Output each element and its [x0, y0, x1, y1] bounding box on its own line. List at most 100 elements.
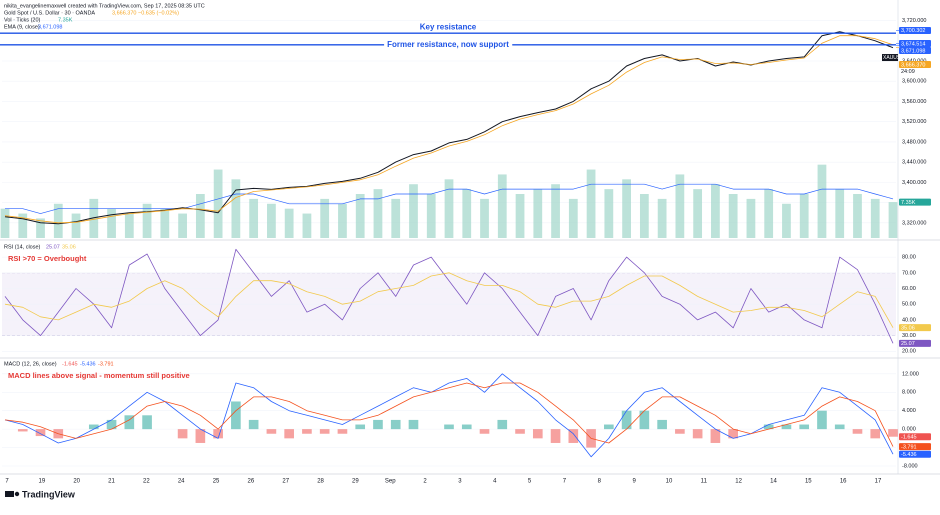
x-tick-label: 3: [458, 479, 462, 485]
volume-bar: [409, 184, 418, 238]
value-tag-label: -3.791: [901, 444, 917, 450]
volume-bar: [568, 198, 578, 238]
y-tick-label: 20.00: [902, 349, 916, 355]
x-tick-label: 17: [875, 479, 882, 485]
value-tag: [899, 339, 931, 347]
x-tick-label: 7: [5, 479, 9, 485]
volume-bar: [604, 189, 614, 238]
volume-bar: [71, 213, 81, 238]
volume-bar: [284, 208, 294, 238]
volume-bar: [444, 179, 454, 238]
value-tag: [899, 443, 931, 451]
histogram-bar: [497, 419, 508, 430]
value-tag-label: 3,700.302: [901, 28, 925, 34]
volume-bar: [355, 194, 365, 238]
value-tag: [899, 198, 931, 206]
y-tick-label: 0.000: [902, 427, 916, 433]
y-tick-label: 50.00: [902, 302, 916, 308]
value-tag-label: -1.645: [901, 434, 917, 440]
value-tag: [899, 324, 931, 332]
volume-bar: [657, 198, 667, 238]
value-tag-label: 3,674.514: [901, 41, 925, 47]
x-tick-label: 9: [632, 479, 636, 485]
macd-legend-value: -1.645: [62, 361, 78, 367]
y-tick-label: 3,520.000: [902, 119, 926, 125]
volume-bar: [746, 198, 756, 238]
volume-bar: [764, 189, 774, 238]
x-tick-label: 25: [213, 479, 220, 485]
volume-bar: [302, 213, 312, 238]
volume-bar: [622, 179, 631, 238]
x-tick-label: 24: [178, 479, 185, 485]
histogram-bar: [870, 429, 881, 439]
y-tick-label: 30.00: [902, 333, 916, 339]
histogram-bar: [17, 429, 28, 432]
histogram-bar: [461, 424, 472, 430]
x-tick-label: 16: [840, 479, 847, 485]
symbol-tag: [882, 54, 898, 62]
quote: 3,666.370 −0.635 (−0.02%): [112, 10, 179, 16]
histogram-bar: [834, 424, 845, 430]
series-line: [4, 248, 894, 344]
y-tick-label: 4.000: [902, 408, 916, 414]
volume-bar: [231, 179, 241, 238]
value-tag-label: 7.35K: [901, 200, 916, 206]
symbol-tag-label: XAUUSD: [883, 55, 904, 61]
x-tick-label: 26: [248, 479, 255, 485]
annotation-bg: [384, 39, 513, 49]
volume-bar: [853, 194, 862, 238]
value-tag-label: 35.06: [901, 325, 915, 331]
value-tag-label: 3,671.098: [901, 48, 925, 54]
y-tick-label: 3,720.000: [902, 18, 926, 24]
volume-legend-value: 7.35K: [58, 17, 73, 23]
volume-bar: [195, 194, 205, 238]
series-line: [4, 373, 894, 458]
y-tick-label: 3,400.000: [902, 180, 926, 186]
histogram-bar: [657, 419, 667, 430]
macd-annotation: MACD lines above signal - momentum still…: [8, 371, 190, 380]
x-tick-label: 12: [735, 479, 742, 485]
volume-bar: [551, 184, 560, 238]
histogram-bar: [444, 424, 454, 430]
volume-bar: [160, 208, 170, 238]
histogram-bar: [373, 419, 383, 430]
value-tag: [899, 47, 931, 55]
x-tick-label: 5: [528, 479, 532, 485]
annotation-text: Key resistance: [420, 22, 477, 31]
histogram-bar: [390, 419, 401, 430]
histogram-bar: [479, 429, 490, 434]
histogram-bar: [799, 424, 810, 430]
volume-bar: [53, 203, 63, 238]
volume-bar: [870, 198, 880, 238]
histogram-bar: [817, 410, 827, 430]
histogram-bar: [639, 410, 650, 430]
value-tag-label: 25.07: [901, 341, 915, 347]
series-line: [4, 382, 894, 447]
y-tick-label: 60.00: [902, 286, 916, 292]
x-tick-label: 8: [598, 479, 602, 485]
volume-bar: [497, 174, 507, 238]
histogram-bar: [888, 429, 898, 437]
volume-bar: [728, 194, 738, 238]
histogram-bar: [106, 419, 117, 430]
volume-bar: [178, 213, 187, 238]
series-line: [4, 272, 894, 328]
x-tick-label: 15: [805, 479, 812, 485]
y-tick-label: 80.00: [902, 255, 916, 261]
histogram-bar: [142, 415, 152, 430]
volume-bar: [320, 198, 330, 238]
value-tag-label: -5.436: [901, 452, 917, 458]
value-tag: [899, 61, 931, 69]
y-tick-label: 3,440.000: [902, 160, 926, 166]
histogram-bar: [532, 429, 543, 439]
x-tick-label: 19: [38, 479, 45, 485]
x-tick-label: 21: [108, 479, 115, 485]
histogram-bar: [692, 429, 703, 439]
logo-text: TradingView: [22, 489, 76, 499]
volume-bar: [267, 203, 276, 238]
y-tick-label: 3,600.000: [902, 79, 926, 85]
x-tick-label: 11: [701, 479, 708, 485]
histogram-bar: [408, 419, 419, 430]
value-tag-label: 3,666.370: [901, 62, 925, 68]
macd-legend-value: -3.791: [98, 361, 114, 367]
